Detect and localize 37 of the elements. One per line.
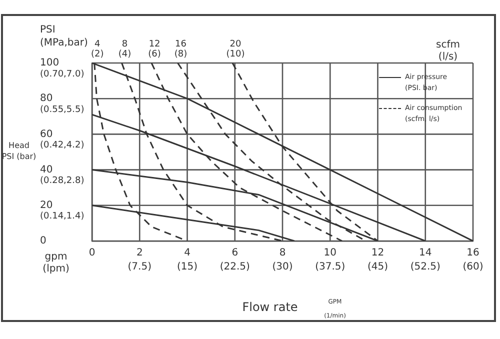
text: scfm (l/s) — [436, 40, 460, 63]
series-label: 20 (10) — [226, 39, 245, 60]
y-tick-label: 20 — [40, 200, 53, 211]
text: gpm (lpm) — [42, 252, 70, 275]
text: (0.70,7.0) — [40, 69, 84, 80]
x-tick-label: 16 — [466, 248, 480, 259]
text: (60) — [462, 262, 484, 273]
text: (0.55,5.5) — [40, 104, 84, 115]
text: (30) — [272, 262, 293, 273]
text: (15) — [176, 262, 198, 273]
y-tick-label: 60 — [40, 128, 53, 140]
y-tick-label: 40 — [40, 164, 53, 176]
text: (0.28,2.8) — [40, 176, 84, 186]
y-tick-label: 100 — [40, 58, 60, 69]
series-label: 16 (8) — [174, 39, 188, 60]
x-tick-label: 6 — [232, 248, 238, 259]
text: (45) — [367, 262, 388, 273]
text: (37.5) — [315, 262, 346, 273]
text: (0.42,4.2) — [40, 140, 84, 151]
text: (52.5) — [410, 262, 441, 273]
x-axis-title: Flow rate — [242, 300, 298, 314]
y-tick-label: 0 — [40, 236, 46, 247]
series-label: 4 (2) — [91, 39, 104, 60]
series-label: 8 (4) — [118, 39, 132, 60]
text: (0.14,1.4) — [40, 212, 84, 222]
text: PSI (MPa,bar) — [40, 24, 88, 49]
x-tick-label: 2 — [136, 248, 143, 259]
x-tick-label: 0 — [88, 248, 96, 259]
text: (22.5) — [220, 262, 250, 273]
x-tick-label: 10 — [324, 248, 336, 259]
x-tick-label: 12 — [371, 248, 384, 259]
y-tick-label: 80 — [40, 93, 53, 104]
series-label: 12 (6) — [148, 39, 161, 60]
x-tick-label: 14 — [419, 248, 432, 259]
text: (7.5) — [128, 262, 152, 273]
x-tick-label: 4 — [184, 248, 190, 259]
x-tick-label: 8 — [279, 248, 286, 259]
